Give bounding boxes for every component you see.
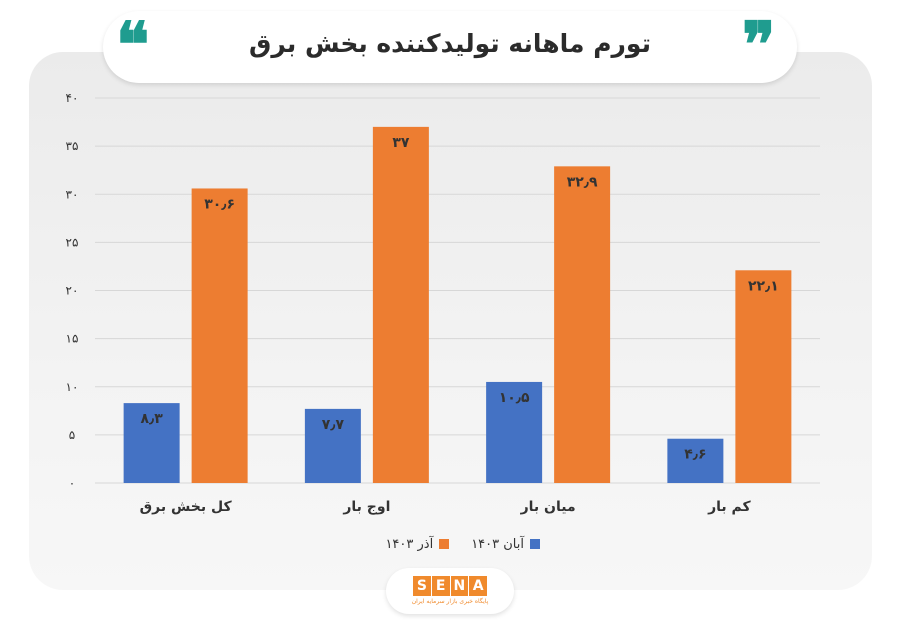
logo-letter-a: A xyxy=(469,576,487,596)
data-label: ۳۷ xyxy=(392,135,410,151)
bar-series-1 xyxy=(304,408,361,483)
bar-series-2 xyxy=(191,188,248,483)
legend-swatch-series-1 xyxy=(530,539,540,549)
bar-series-2 xyxy=(735,270,792,483)
logo-subtitle: پایگاه خبری بازار سرمایه ایران xyxy=(411,598,489,605)
logo-letter-s: S xyxy=(413,576,431,596)
y-tick-label: ۱۵ xyxy=(66,332,79,346)
x-category-label: میان بار xyxy=(520,499,576,515)
bar-series-2 xyxy=(372,126,429,483)
data-label: ۱۰٫۵ xyxy=(499,390,530,406)
y-tick-label: ۰ xyxy=(69,476,75,490)
y-tick-label: ۱۰ xyxy=(66,380,79,394)
footer-logo-pill xyxy=(386,568,514,614)
bar-series-1 xyxy=(123,403,180,483)
data-label: ۳۲٫۹ xyxy=(567,174,598,190)
data-label: ۴٫۶ xyxy=(684,447,706,463)
legend-label-series-1: آبان ۱۴۰۳ xyxy=(471,536,524,552)
logo-letter-e: E xyxy=(431,576,450,596)
chart-title: تورم ماهانه تولیدکننده بخش برق xyxy=(248,29,651,58)
y-tick-label: ۴۰ xyxy=(66,91,79,105)
y-tick-label: ۲۵ xyxy=(66,235,79,249)
sena-logo: S E N A xyxy=(413,576,487,596)
logo-letter-n: N xyxy=(450,576,469,596)
quote-open-icon: ❝ xyxy=(116,8,150,81)
x-category-label: اوج بار xyxy=(342,499,390,515)
bar-series-1 xyxy=(486,381,543,483)
legend-item-series-1: آبان ۱۴۰۳ xyxy=(471,537,540,552)
data-label: ۷٫۷ xyxy=(322,417,345,433)
y-tick-label: ۵ xyxy=(69,428,75,442)
legend-label-series-2: آذر ۱۴۰۳ xyxy=(385,536,434,552)
data-label: ۲۲٫۱ xyxy=(748,278,779,294)
legend-swatch-series-2 xyxy=(439,539,450,549)
data-label: ۸٫۳ xyxy=(140,411,163,427)
chart-card xyxy=(29,52,872,590)
y-tick-label: ۲۰ xyxy=(66,284,79,298)
data-label: ۳۰٫۶ xyxy=(204,196,235,212)
quote-close-icon: ❞ xyxy=(742,8,776,81)
legend-item-series-2: آذر ۱۴۰۳ xyxy=(385,536,450,552)
x-category-label: کل بخش برق xyxy=(140,499,233,515)
title-banner: تورم ماهانه تولیدکننده بخش برق xyxy=(103,11,797,83)
chart-legend: آبان ۱۴۰۳ آذر ۱۴۰۳ xyxy=(360,534,540,554)
bar-series-1 xyxy=(667,438,724,483)
y-tick-label: ۳۰ xyxy=(66,187,79,201)
y-tick-label: ۳۵ xyxy=(66,139,79,153)
x-category-label: کم بار xyxy=(707,499,751,515)
bar-series-2 xyxy=(554,166,611,483)
